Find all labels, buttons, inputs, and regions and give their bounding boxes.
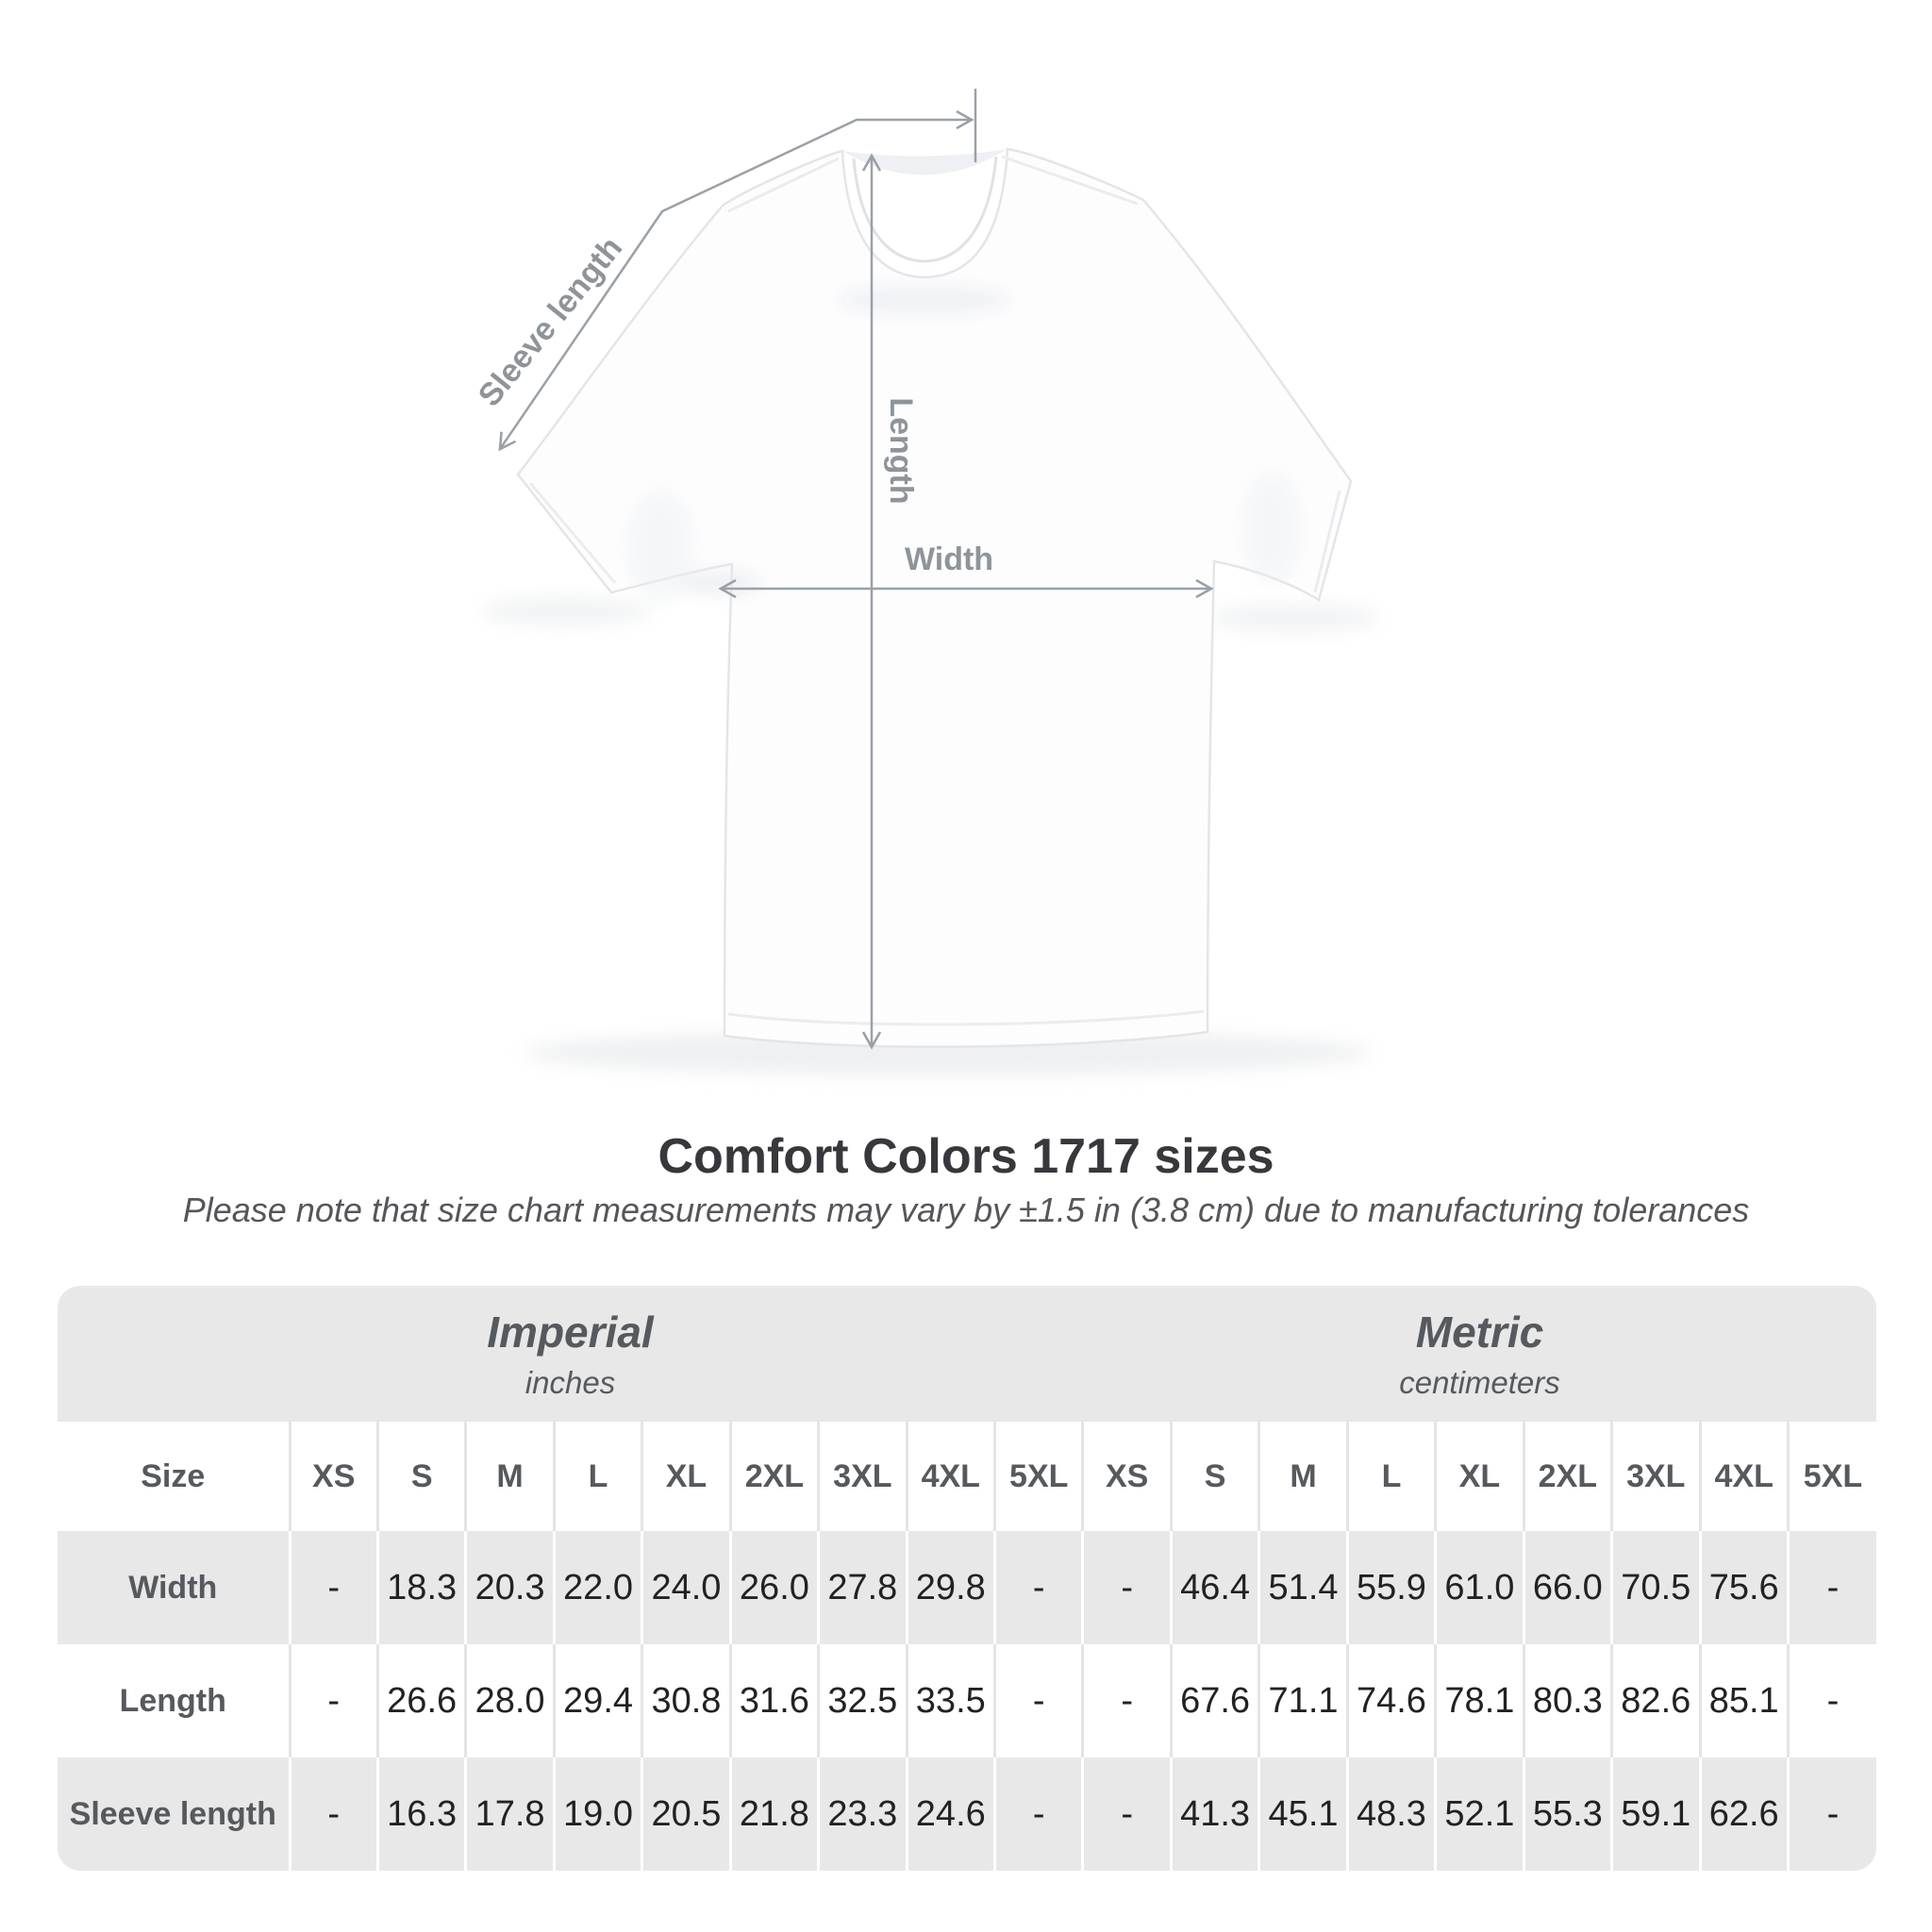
value-cell: 17.8 [465, 1757, 556, 1871]
size-header-cell: 3XL [1611, 1422, 1702, 1531]
tshirt-graphic [516, 147, 1353, 1048]
table-row: Length -26.6 28.0 29.4 30.8 31.6 32.5 33.5- -67.… [58, 1644, 1876, 1757]
row-label: Sleeve length [58, 1757, 291, 1871]
value-cell: 74.6 [1347, 1644, 1438, 1757]
value-cell: - [290, 1644, 379, 1757]
value-cell: 16.3 [377, 1757, 468, 1871]
value-cell: 20.3 [465, 1531, 556, 1644]
length-label: Length [883, 397, 919, 504]
size-header-cell: M [1258, 1422, 1349, 1531]
value-cell: 59.1 [1611, 1757, 1702, 1871]
value-cell: 46.4 [1171, 1531, 1261, 1644]
size-table-grid: Size XS S M L XL 2XL 3XL 4XL 5XL XS S M L XL 2XL 3XL 4XL 5… [58, 1422, 1876, 1871]
tshirt-measurement-diagram: Sleeve length Length Width [472, 89, 1379, 1075]
size-header-cell: L [554, 1422, 644, 1531]
value-cell: 24.0 [641, 1531, 732, 1644]
row-label: Width [58, 1531, 291, 1644]
value-cell: 52.1 [1435, 1757, 1525, 1871]
value-cell: 29.4 [554, 1644, 644, 1757]
value-cell: 80.3 [1524, 1644, 1614, 1757]
size-header-cell: XS [290, 1422, 379, 1531]
size-header-cell: XS [1082, 1422, 1173, 1531]
value-cell: 48.3 [1347, 1757, 1438, 1871]
value-cell: 33.5 [907, 1644, 997, 1757]
value-cell: 23.3 [818, 1757, 908, 1871]
value-cell: 28.0 [465, 1644, 556, 1757]
size-header-cell: XL [1435, 1422, 1525, 1531]
value-cell: - [1082, 1644, 1173, 1757]
page-title: Comfort Colors 1717 sizes [658, 1129, 1274, 1184]
value-cell: 31.6 [730, 1644, 821, 1757]
value-cell: - [994, 1644, 1085, 1757]
size-header-cell: 2XL [730, 1422, 821, 1531]
value-cell: 66.0 [1524, 1531, 1614, 1644]
size-header-cell: 4XL [1700, 1422, 1790, 1531]
width-label: Width [905, 541, 993, 577]
size-header-cell: S [377, 1422, 468, 1531]
value-cell: - [1826, 1680, 1840, 1721]
value-cell: 24.6 [907, 1757, 997, 1871]
value-cell: 71.1 [1258, 1644, 1349, 1757]
imperial-unit: inches [525, 1365, 616, 1400]
value-cell: 26.0 [730, 1531, 821, 1644]
value-cell: 30.8 [641, 1644, 732, 1757]
value-cell: 61.0 [1435, 1531, 1525, 1644]
size-table: Imperial inches Metric centimeters Size X… [58, 1286, 1876, 1871]
value-cell: - [1826, 1793, 1840, 1834]
value-cell: 27.8 [818, 1531, 908, 1644]
unit-header-band: Imperial inches Metric centimeters [58, 1286, 1876, 1422]
size-header-cell: 4XL [907, 1422, 997, 1531]
value-cell: - [1826, 1567, 1840, 1607]
size-header-row: Size XS S M L XL 2XL 3XL 4XL 5XL XS S M L XL 2XL 3XL 4XL 5… [58, 1422, 1876, 1531]
sleeve-measure-line [498, 109, 974, 452]
size-header-cell: M [465, 1422, 556, 1531]
value-cell: 55.3 [1524, 1757, 1614, 1871]
size-header-cell: 5XL [1803, 1457, 1863, 1494]
row-label: Size [58, 1422, 291, 1531]
value-cell: 32.5 [818, 1644, 908, 1757]
value-cell: - [290, 1531, 379, 1644]
value-cell: 75.6 [1700, 1531, 1790, 1644]
value-cell: - [1082, 1531, 1173, 1644]
value-cell: 78.1 [1435, 1644, 1525, 1757]
value-cell: 45.1 [1258, 1757, 1349, 1871]
value-cell: - [290, 1757, 379, 1871]
size-header-cell: S [1171, 1422, 1261, 1531]
table-row: Sleeve length -16.3 17.8 19.0 20.5 21.8 23.3 24… [58, 1757, 1876, 1871]
size-header-cell: 5XL [994, 1422, 1085, 1531]
size-header-cell: XL [641, 1422, 732, 1531]
value-cell: 51.4 [1258, 1531, 1349, 1644]
value-cell: 26.6 [377, 1644, 468, 1757]
size-header-cell: 3XL [818, 1422, 908, 1531]
page-subtitle: Please note that size chart measurements… [182, 1191, 1750, 1229]
table-row: Width -18.3 20.3 22.0 24.0 26.0 27.8 29.8- -46.4… [58, 1531, 1876, 1644]
value-cell: 41.3 [1171, 1757, 1261, 1871]
value-cell: - [994, 1757, 1085, 1871]
value-cell: 67.6 [1171, 1644, 1261, 1757]
measurement-lines [498, 89, 1214, 1050]
size-header-cell: L [1347, 1422, 1438, 1531]
value-cell: 82.6 [1611, 1644, 1702, 1757]
value-cell: 85.1 [1700, 1644, 1790, 1757]
value-cell: - [994, 1531, 1085, 1644]
imperial-title: Imperial [487, 1307, 654, 1357]
metric-unit: centimeters [1399, 1365, 1560, 1400]
value-cell: 18.3 [377, 1531, 468, 1644]
metric-title: Metric [1415, 1307, 1544, 1357]
shirt-shadow [481, 597, 1379, 1075]
imperial-group-header: Imperial inches [58, 1286, 1083, 1422]
value-cell: 19.0 [554, 1757, 644, 1871]
value-cell: 55.9 [1347, 1531, 1438, 1644]
size-header-cell: 2XL [1524, 1422, 1614, 1531]
value-cell: 29.8 [907, 1531, 997, 1644]
value-cell: 22.0 [554, 1531, 644, 1644]
metric-group-header: Metric centimeters [1083, 1286, 1876, 1422]
row-label: Length [58, 1644, 291, 1757]
value-cell: 21.8 [730, 1757, 821, 1871]
value-cell: 62.6 [1700, 1757, 1790, 1871]
value-cell: 20.5 [641, 1757, 732, 1871]
value-cell: 70.5 [1611, 1531, 1702, 1644]
value-cell: - [1082, 1757, 1173, 1871]
